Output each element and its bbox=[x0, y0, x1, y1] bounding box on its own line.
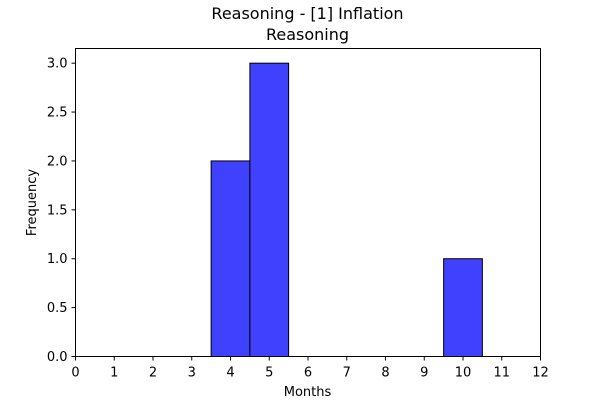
x-tick-label: 6 bbox=[304, 366, 312, 381]
chart-subtitle: Reasoning bbox=[266, 25, 349, 44]
y-tick-label: 2.5 bbox=[47, 106, 68, 121]
y-tick-label: 0.0 bbox=[47, 350, 68, 365]
y-tick-label: 3.0 bbox=[47, 57, 68, 72]
y-tick-label: 1.0 bbox=[47, 252, 68, 267]
x-tick-label: 1 bbox=[110, 366, 118, 381]
histogram-bar bbox=[443, 258, 483, 358]
x-tick-label: 11 bbox=[493, 366, 510, 381]
y-tick-label: 2.0 bbox=[47, 154, 68, 169]
x-tick-label: 8 bbox=[381, 366, 389, 381]
y-tick-label: 0.5 bbox=[47, 301, 68, 316]
chart-title: Reasoning - [1] Inflation bbox=[211, 4, 403, 23]
y-tick-label: 1.5 bbox=[47, 203, 68, 218]
x-tick-label: 4 bbox=[226, 366, 234, 381]
x-tick-label: 9 bbox=[420, 366, 428, 381]
x-tick-label: 0 bbox=[71, 366, 79, 381]
x-tick-label: 2 bbox=[149, 366, 157, 381]
x-tick-label: 3 bbox=[188, 366, 196, 381]
x-tick-label: 7 bbox=[343, 366, 351, 381]
y-axis-ticks: 0.0 0.5 1.0 1.5 2.0 2.5 3.0 bbox=[47, 57, 76, 365]
x-tick-label: 5 bbox=[265, 366, 273, 381]
x-tick-label: 10 bbox=[455, 366, 472, 381]
x-axis-label: Months bbox=[284, 385, 332, 400]
y-axis-label: Frequency bbox=[25, 169, 40, 236]
bars-group bbox=[210, 62, 483, 358]
x-axis-ticks: 0 1 2 3 4 5 6 7 8 9 10 11 12 bbox=[71, 356, 549, 381]
histogram-bar bbox=[249, 62, 290, 358]
x-tick-label: 12 bbox=[532, 366, 549, 381]
histogram-bar bbox=[210, 160, 251, 357]
